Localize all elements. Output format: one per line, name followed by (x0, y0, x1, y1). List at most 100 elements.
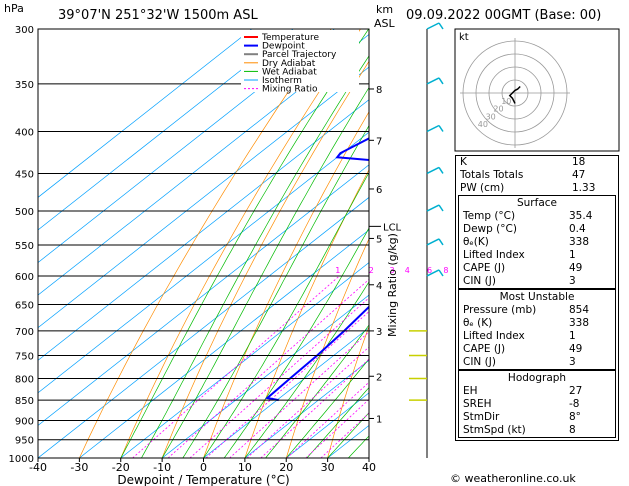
mixing-ratio-line (229, 331, 369, 458)
mixing-ratio-line (286, 381, 369, 458)
pressure-tick-label: 950 (15, 436, 34, 447)
pressure-tick-label: 900 (15, 416, 34, 427)
hodograph-ring-label: 20 (493, 105, 503, 114)
wind-barb (426, 269, 440, 277)
hodograph-label: EH (463, 385, 478, 397)
hodograph-value: 27 (569, 385, 583, 397)
km-tick-label: 3 (376, 327, 382, 338)
km-tick-label: 7 (376, 136, 382, 147)
wind-barb-flag (438, 125, 444, 132)
isotherm-line (38, 196, 369, 458)
hodograph-label: StmSpd (kt) (463, 424, 526, 436)
dry-adiabat-line (327, 325, 369, 458)
mixing-ratio-line (167, 278, 369, 458)
surface-row: θₑ(K) 338 (459, 236, 615, 249)
surface-label: Dewp (°C) (463, 223, 517, 235)
most-unstable-row: Lifted Index 1 (459, 330, 615, 343)
hodograph-ring-label: 30 (486, 112, 496, 121)
hodograph-row: SREH -8 (459, 398, 615, 411)
surface-label: Lifted Index (463, 249, 525, 261)
surface-label: CAPE (J) (463, 262, 506, 274)
hodograph-trace (508, 85, 521, 104)
x-tick-label: 10 (238, 461, 252, 474)
mixing-ratio-label: 1 (335, 266, 340, 275)
isotherm-line (79, 229, 369, 458)
hodograph-label: SREH (463, 398, 492, 410)
axes: 1234681015202530035040045050055060065070… (9, 25, 524, 486)
x-axis-title: Dewpoint / Temperature (°C) (117, 473, 289, 486)
surface-label: Temp (°C) (463, 210, 516, 222)
wind-barb-flag (438, 167, 444, 174)
km-tick-label: 6 (376, 185, 382, 196)
most-unstable-row: Pressure (mb) 854 (459, 304, 615, 317)
surface-label: CIN (J) (463, 275, 496, 287)
asl-label: ASL (374, 17, 396, 30)
x-tick-label: -40 (29, 461, 47, 474)
wet-adiabat-line (306, 386, 369, 458)
legend-label: Temperature (261, 33, 319, 43)
km-tick-label: 8 (376, 85, 382, 96)
pressure-tick-label: 650 (15, 301, 34, 312)
pw-row: PW (cm) 1.33 (456, 182, 618, 195)
hodograph-ring-label: 40 (478, 120, 488, 129)
wind-barb-flag (438, 22, 444, 30)
legend-label: Dewpoint (262, 42, 305, 52)
isotherm-line (38, 29, 294, 231)
isotherm-line (38, 164, 369, 426)
surface-value: 35.4 (569, 210, 593, 222)
valid-time-title: 09.09.2022 00GMT (Base: 00) (406, 8, 601, 23)
pressure-tick-label: 750 (15, 351, 34, 362)
pressure-tick-label: 450 (15, 169, 34, 180)
pressure-tick-label: 400 (15, 128, 34, 139)
x-tick-label: -30 (70, 461, 88, 474)
mixing-ratio-line (205, 310, 369, 458)
y-axis-title: Mixing Ratio (g/kg) (386, 233, 399, 337)
wind-barb (426, 204, 440, 212)
most-unstable-row: CAPE (J) 49 (459, 343, 615, 356)
wind-barb (426, 166, 440, 175)
hodograph-box: Hodograph EH 27 SREH -8 StmDir 8° StmSpd (kt) 8 (458, 370, 616, 438)
wind-barb-flag (438, 77, 444, 85)
most-unstable-value: 49 (569, 343, 583, 355)
series-line-dewpoint (265, 137, 369, 402)
wind-barb (426, 238, 440, 246)
wet-adiabat-line (265, 324, 369, 458)
most-unstable-label: CAPE (J) (463, 343, 506, 355)
hodograph-value: -8 (569, 398, 580, 410)
wind-barb-flag (438, 238, 444, 246)
k-label: K (460, 156, 467, 168)
pressure-tick-label: 700 (15, 327, 34, 338)
surface-row: CIN (J) 3 (459, 275, 615, 288)
x-tick-label: -20 (112, 461, 130, 474)
surface-row: Lifted Index 1 (459, 249, 615, 262)
most-unstable-label: Lifted Index (463, 330, 525, 342)
surface-value: 0.4 (569, 223, 586, 235)
isotherm-line (38, 29, 335, 263)
pw-label: PW (cm) (460, 182, 505, 194)
km-tick-label: 4 (376, 281, 382, 292)
km-tick-label: 5 (376, 234, 382, 245)
wet-adiabat-line (286, 358, 369, 458)
legend-label: Wet Adiabat (262, 67, 317, 77)
most-unstable-value: 854 (569, 304, 590, 316)
legend-label: Parcel Trajectory (262, 50, 337, 60)
isotherm-line (38, 29, 253, 198)
x-tick-label: 20 (279, 461, 293, 474)
surface-label: θₑ(K) (463, 236, 489, 248)
tt-label: Totals Totals (460, 169, 524, 181)
location-title: 39°07'N 251°32'W 1500m ASL (58, 8, 258, 23)
pressure-tick-label: 1000 (9, 454, 34, 465)
most-unstable-label: CIN (J) (463, 356, 496, 368)
surface-value: 3 (569, 275, 576, 287)
most-unstable-box: Most Unstable Pressure (mb) 854 θₑ (K) 338 L… (458, 289, 616, 370)
profile-lines (265, 137, 369, 402)
surface-value: 1 (569, 249, 576, 261)
pressure-tick-label: 500 (15, 207, 34, 218)
mixing-ratio-line (189, 297, 369, 458)
pressure-tick-label: 550 (15, 241, 34, 252)
mixing-ratio-label: 8 (443, 266, 448, 275)
mixing-ratio-label: 6 (427, 266, 432, 275)
pw-value: 1.33 (572, 182, 596, 194)
surface-row: CAPE (J) 49 (459, 262, 615, 275)
